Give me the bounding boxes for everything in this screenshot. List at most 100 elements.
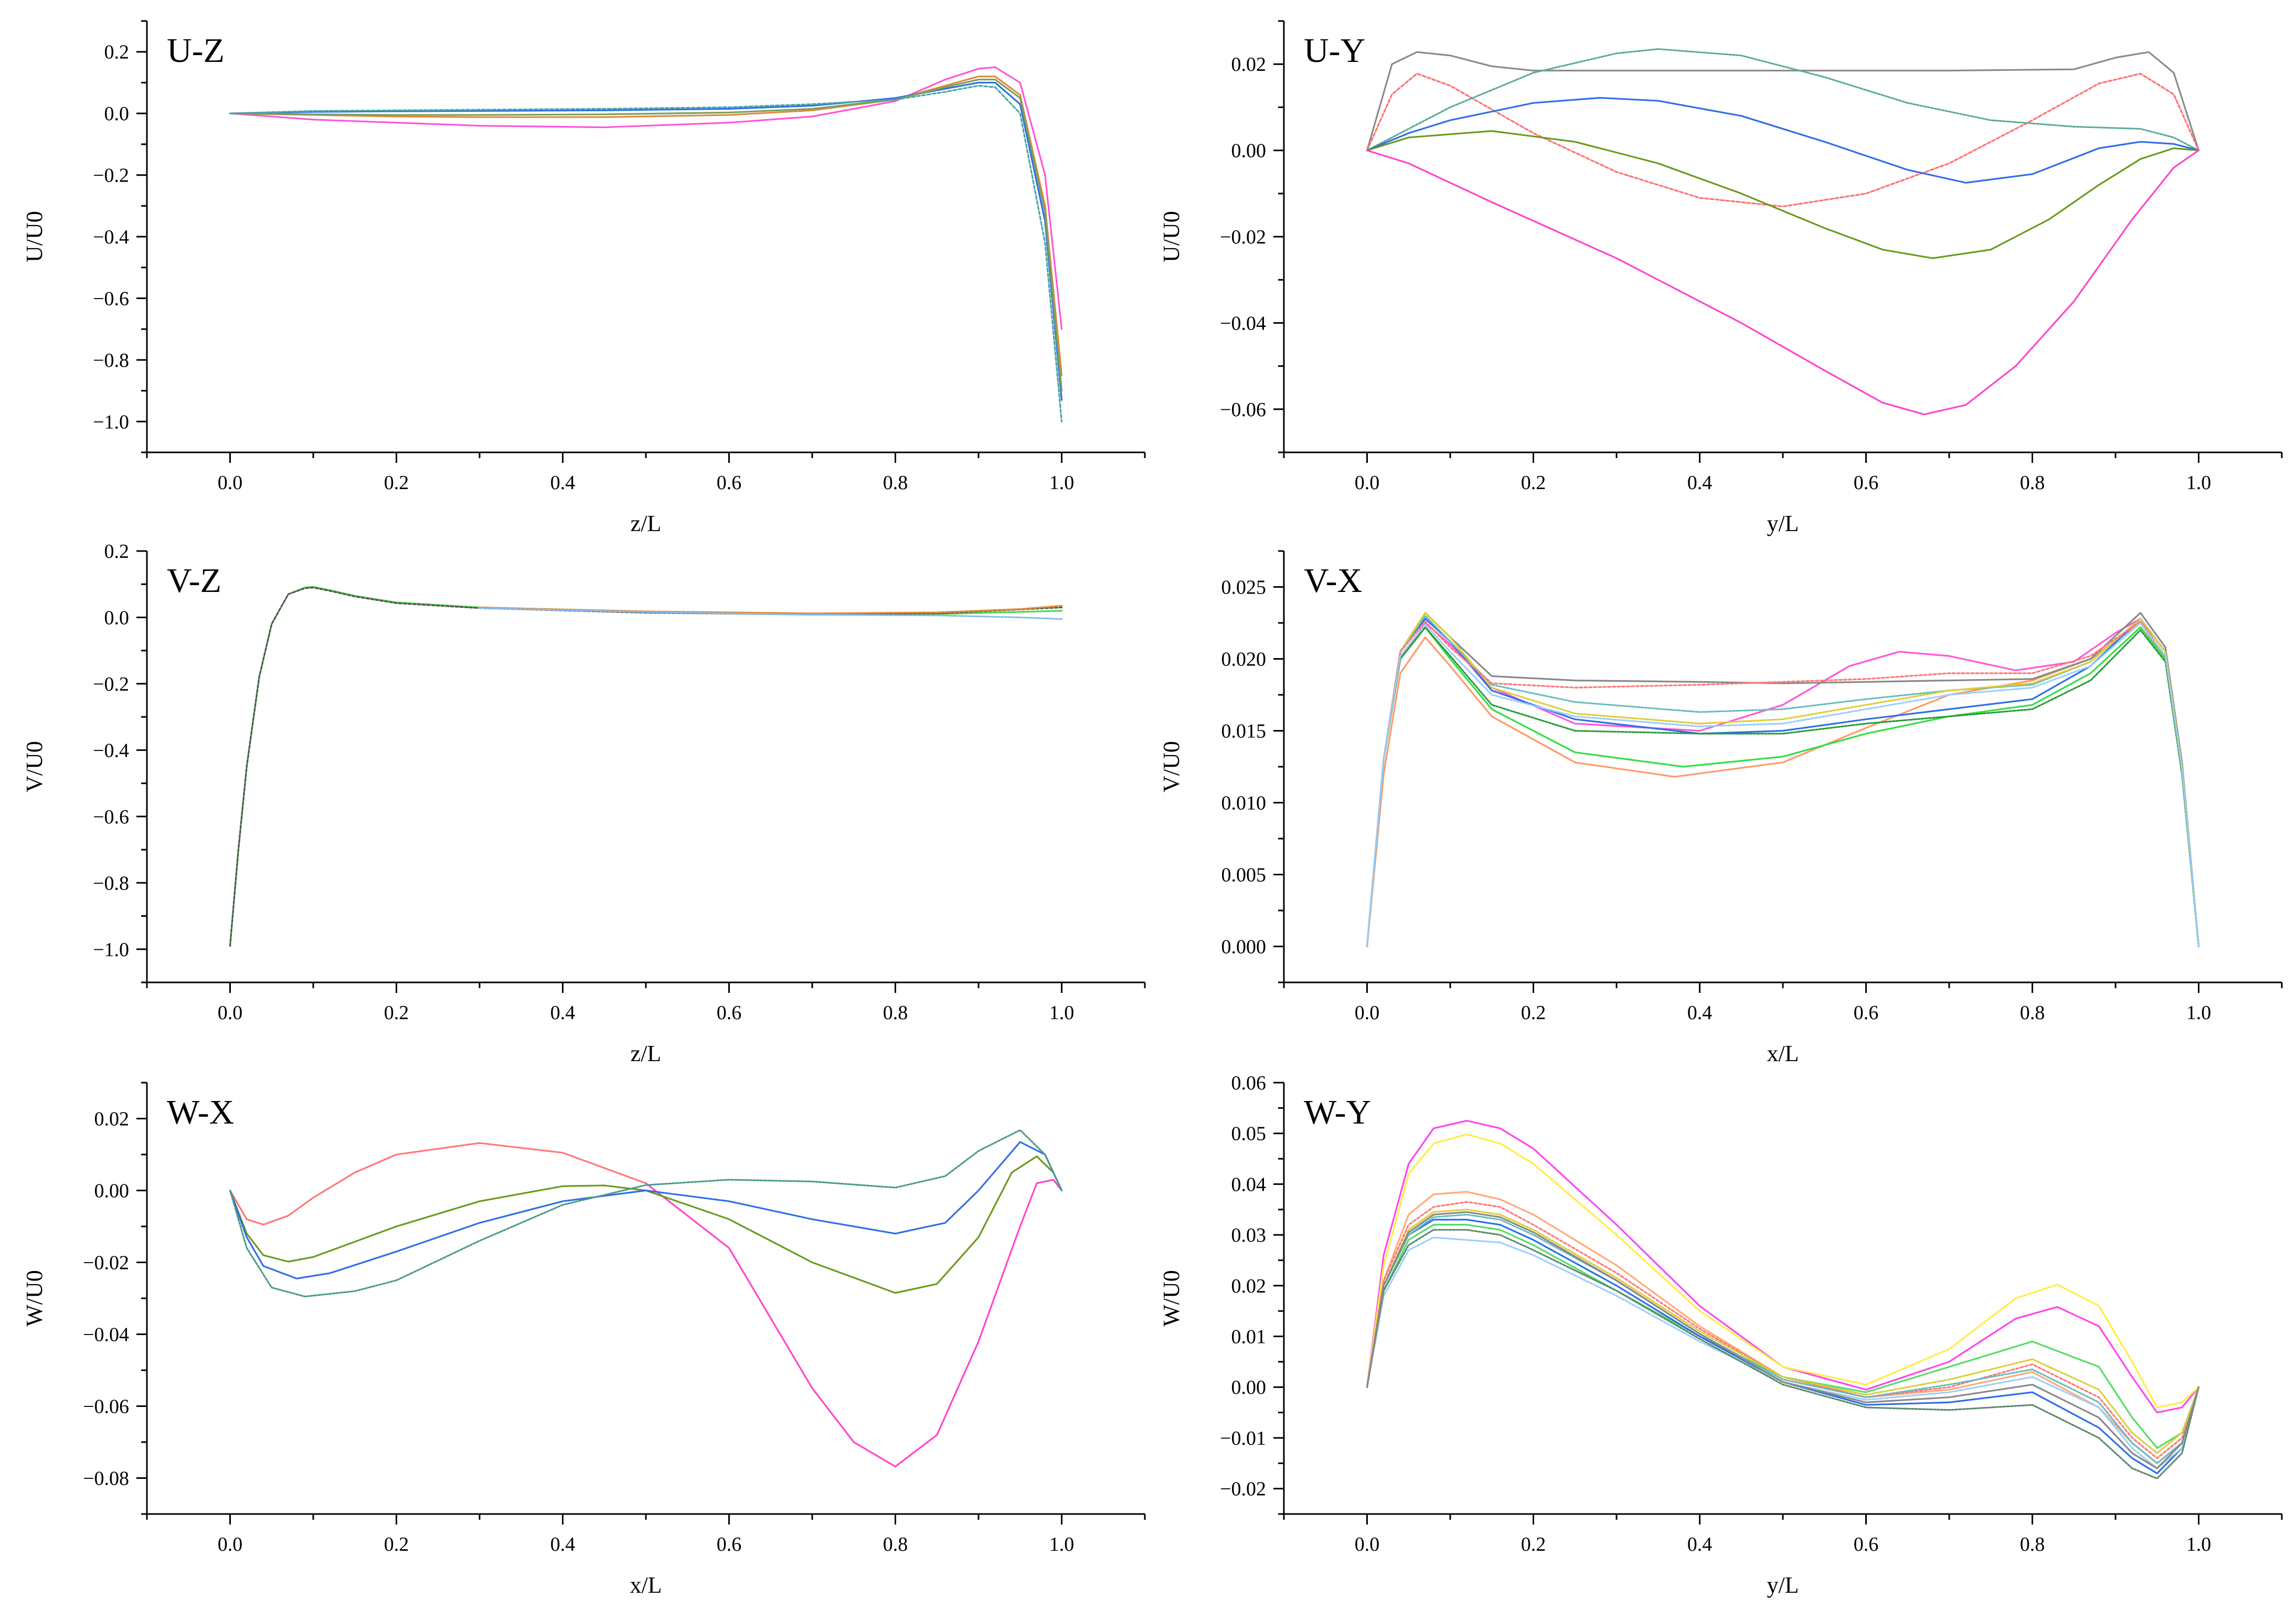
series-line-s6 <box>1366 1201 2200 1459</box>
x-tick-label: 0.2 <box>384 472 409 494</box>
series-line-s7 <box>1366 612 2200 948</box>
y-tick-label: −0.06 <box>1220 399 1266 421</box>
x-tick-label: 0.6 <box>1854 1533 1879 1555</box>
x-tick-label: 0.2 <box>1521 1002 1546 1024</box>
x-axis-title: x/L <box>1767 1041 1799 1066</box>
chart-vz: 0.0 0.2 0.4 0.6 0.8 1.0 0.2 0.0 −0.2 −0.4 −0.6 −0.8… <box>22 541 1146 1066</box>
series-line-s9 <box>1366 1229 2200 1479</box>
x-tick-label: 1.0 <box>2186 1533 2212 1555</box>
y-tick-label: 0.005 <box>1221 864 1267 886</box>
panel-title: V-Z <box>167 562 221 600</box>
panel-title: V-X <box>1304 562 1362 600</box>
y-tick-label: 0.04 <box>1231 1173 1267 1195</box>
x-axis-title: z/L <box>631 1041 662 1066</box>
y-tick-label: 0.00 <box>1231 1377 1267 1399</box>
series-line-s4 <box>229 1141 1063 1279</box>
x-tick-label: 0.8 <box>2020 1533 2045 1555</box>
x-tick-label: 0.2 <box>1521 472 1546 494</box>
x-tick-label: 0.2 <box>1521 1533 1546 1555</box>
x-tick-label: 0.8 <box>2020 1002 2045 1024</box>
series-line-s8 <box>1366 620 2200 948</box>
y-tick-label: −0.2 <box>93 673 129 695</box>
y-tick-label: 0.025 <box>1221 577 1267 599</box>
y-tick-label: 0.2 <box>104 541 130 563</box>
x-tick-label: 0.4 <box>1687 1533 1713 1555</box>
y-tick-label: 0.020 <box>1221 649 1267 671</box>
series-line-s3 <box>1366 48 2200 152</box>
x-tick-label: 0.0 <box>218 1002 243 1024</box>
y-tick-label: −1.0 <box>93 411 129 433</box>
x-tick-label: 0.0 <box>1355 1533 1380 1555</box>
y-tick-label: −0.2 <box>93 165 129 187</box>
chart-wx: 0.0 0.2 0.4 0.6 0.8 1.0 0.02 0.00 −0.02 −0.04 −0.0… <box>22 1082 1146 1598</box>
chart-uz: 0.0 0.2 0.4 0.6 0.8 1.0 0.2 0.0 −0.2 −0.4 −0.6 −0.8… <box>22 20 1146 536</box>
series-line-s4 <box>479 607 1063 620</box>
x-tick-label: 0.4 <box>550 472 576 494</box>
y-tick-label: 0.2 <box>104 41 130 63</box>
y-tick-label: −0.6 <box>93 806 129 828</box>
series-line-s1 <box>229 1142 647 1226</box>
y-axis-title: V/U0 <box>1158 741 1184 792</box>
x-tick-label: 0.8 <box>883 1533 908 1555</box>
x-tick-label: 1.0 <box>2186 472 2212 494</box>
x-tick-label: 0.8 <box>2020 472 2045 494</box>
x-tick-label: 0.6 <box>1854 472 1879 494</box>
chart-uy: 0.0 0.2 0.4 0.6 0.8 1.0 0.02 0.00 −0.02 −0.04 −0.0… <box>1158 20 2283 536</box>
x-tick-label: 0.8 <box>883 1002 908 1024</box>
y-tick-label: 0.0 <box>104 607 130 629</box>
x-tick-label: 0.0 <box>1355 472 1380 494</box>
y-tick-label: 0.000 <box>1221 936 1267 958</box>
series-line-s1 <box>1366 51 2200 152</box>
x-tick-label: 0.6 <box>717 1002 742 1024</box>
series-line-s8 <box>1366 1236 2200 1469</box>
y-tick-label: 0.05 <box>1231 1123 1267 1145</box>
y-axis-title: W/U0 <box>1158 1270 1184 1327</box>
y-tick-label: 0.03 <box>1231 1224 1267 1246</box>
x-tick-label: 1.0 <box>1049 1533 1075 1555</box>
chart-wy: 0.0 0.2 0.4 0.6 0.8 1.0 0.06 0.05 0.04 0.03 0.02 0.… <box>1158 1072 2283 1598</box>
x-tick-label: 0.4 <box>550 1533 576 1555</box>
x-tick-label: 0.0 <box>218 1533 243 1555</box>
y-tick-label: −0.02 <box>1220 226 1266 248</box>
series-line-s2 <box>229 586 1063 947</box>
y-tick-label: 0.06 <box>1231 1072 1267 1094</box>
y-tick-label: −0.8 <box>93 872 129 894</box>
y-tick-label: 0.015 <box>1221 721 1267 743</box>
x-tick-label: 1.0 <box>1049 472 1075 494</box>
x-tick-label: 0.4 <box>1687 472 1713 494</box>
series-line-s5 <box>1366 130 2200 259</box>
y-tick-label: −0.08 <box>83 1468 129 1490</box>
y-tick-label: 0.00 <box>1231 140 1267 162</box>
panel-title: W-Y <box>1304 1093 1371 1131</box>
y-tick-label: −0.04 <box>1220 312 1266 334</box>
series-line-s9 <box>1366 626 2200 948</box>
panel-title: U-Z <box>167 31 225 70</box>
y-tick-label: 0.01 <box>1231 1326 1267 1348</box>
x-tick-label: 0.0 <box>218 472 243 494</box>
y-tick-label: −0.01 <box>1220 1427 1266 1449</box>
series-line-s10 <box>1366 622 2200 948</box>
series-line-s5 <box>229 84 1063 422</box>
y-tick-label: −0.02 <box>83 1252 129 1274</box>
y-tick-label: −0.04 <box>83 1324 129 1346</box>
y-tick-label: −0.6 <box>93 288 129 310</box>
x-tick-label: 0.0 <box>1355 1002 1380 1024</box>
x-tick-label: 0.4 <box>550 1002 576 1024</box>
x-tick-label: 0.6 <box>1854 1002 1879 1024</box>
series-line-s2 <box>645 1179 1063 1468</box>
y-tick-label: 0.010 <box>1221 792 1267 814</box>
y-tick-label: 0.02 <box>94 1108 130 1130</box>
y-tick-label: −0.8 <box>93 350 129 372</box>
series-line-s10 <box>1366 1209 2200 1454</box>
x-axis-title: z/L <box>631 511 662 536</box>
y-axis-title: U/U0 <box>1158 211 1184 262</box>
y-tick-label: 0.00 <box>94 1180 130 1202</box>
x-axis-title: y/L <box>1767 1572 1799 1598</box>
x-tick-label: 1.0 <box>1049 1002 1075 1024</box>
series-line-s6 <box>1366 150 2200 416</box>
x-axis-title: x/L <box>630 1572 662 1598</box>
series-line-s4 <box>229 78 1063 392</box>
series-line-s3 <box>1366 1191 2200 1464</box>
series-line-s1 <box>229 586 1063 947</box>
